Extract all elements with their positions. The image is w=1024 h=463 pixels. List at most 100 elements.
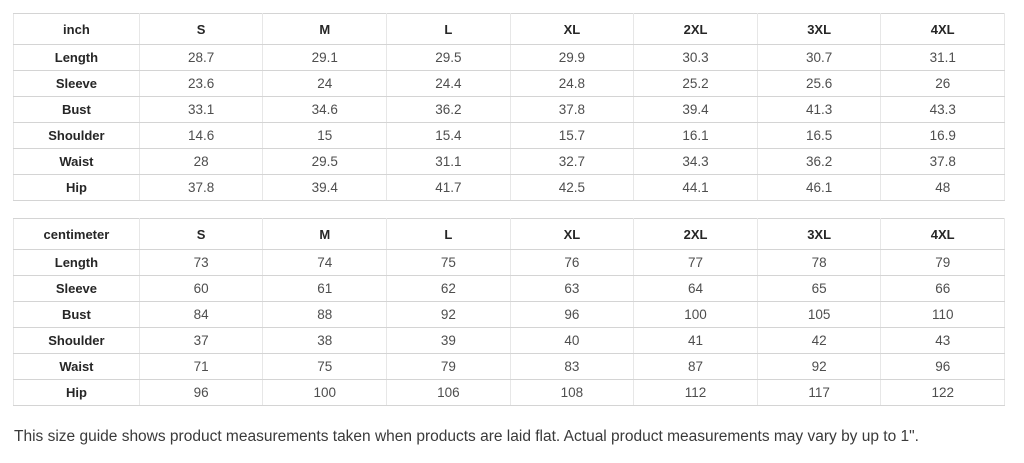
size-column-header: XL bbox=[509, 13, 635, 45]
measurement-value: 16.1 bbox=[633, 122, 758, 149]
measurement-value: 40 bbox=[509, 327, 635, 354]
measurement-value: 41.3 bbox=[756, 96, 882, 123]
measurement-value: 15.7 bbox=[509, 122, 635, 149]
measurement-value: 39.4 bbox=[262, 174, 388, 201]
measurement-value: 64 bbox=[633, 275, 758, 302]
measurement-value: 65 bbox=[756, 275, 882, 302]
unit-header: centimeter bbox=[13, 218, 140, 250]
measurement-value: 108 bbox=[509, 379, 635, 406]
measurement-value: 42 bbox=[756, 327, 882, 354]
measurement-value: 24 bbox=[262, 70, 388, 97]
measurement-value: 31.1 bbox=[880, 44, 1005, 71]
measurement-value: 25.2 bbox=[633, 70, 758, 97]
measurement-row: Waist 28 29.5 31.1 32.7 34.3 36.2 37.8 bbox=[13, 148, 1005, 175]
measurement-value: 122 bbox=[880, 379, 1005, 406]
measurement-row: Waist 71 75 79 83 87 92 96 bbox=[13, 353, 1005, 380]
measurement-value: 87 bbox=[633, 353, 758, 380]
size-column-header: S bbox=[138, 13, 264, 45]
measurement-value: 100 bbox=[262, 379, 388, 406]
size-column-header: 2XL bbox=[633, 13, 758, 45]
measurement-value: 34.6 bbox=[262, 96, 388, 123]
size-column-header: M bbox=[262, 218, 388, 250]
measurement-row: Shoulder 37 38 39 40 41 42 43 bbox=[13, 327, 1005, 354]
measurement-value: 23.6 bbox=[138, 70, 264, 97]
measurement-value: 76 bbox=[509, 249, 635, 276]
measurement-value: 88 bbox=[262, 301, 388, 328]
measurement-value: 106 bbox=[386, 379, 511, 406]
measurement-value: 39 bbox=[386, 327, 511, 354]
measurement-value: 42.5 bbox=[509, 174, 635, 201]
measurement-value: 44.1 bbox=[633, 174, 758, 201]
measurement-value: 43 bbox=[880, 327, 1005, 354]
measurement-value: 110 bbox=[880, 301, 1005, 328]
measurement-value: 73 bbox=[138, 249, 264, 276]
measurement-value: 79 bbox=[880, 249, 1005, 276]
size-table-centimeter: centimeter S M L XL 2XL 3XL 4XL Length 73 74 75 76 7… bbox=[13, 218, 1005, 406]
size-table-body: Length 28.7 29.1 29.5 29.9 30.3 30.7 31.1 Sleeve… bbox=[13, 44, 1005, 201]
measurement-value: 92 bbox=[386, 301, 511, 328]
measurement-label: Sleeve bbox=[13, 275, 140, 302]
measurement-value: 30.3 bbox=[633, 44, 758, 71]
size-table-header-row: centimeter S M L XL 2XL 3XL 4XL bbox=[13, 218, 1005, 250]
measurement-value: 117 bbox=[756, 379, 882, 406]
size-column-header: S bbox=[138, 218, 264, 250]
measurement-value: 29.1 bbox=[262, 44, 388, 71]
measurement-value: 61 bbox=[262, 275, 388, 302]
measurement-value: 24.8 bbox=[509, 70, 635, 97]
measurement-label: Shoulder bbox=[13, 122, 140, 149]
measurement-value: 41 bbox=[633, 327, 758, 354]
size-guide: inch S M L XL 2XL 3XL 4XL Length 28.7 29.1 29.5 29.… bbox=[13, 13, 1005, 446]
measurement-row: Sleeve 23.6 24 24.4 24.8 25.2 25.6 26 bbox=[13, 70, 1005, 97]
measurement-value: 31.1 bbox=[386, 148, 511, 175]
size-column-header: L bbox=[386, 13, 511, 45]
size-table-header-row: inch S M L XL 2XL 3XL 4XL bbox=[13, 13, 1005, 45]
size-column-header: 3XL bbox=[756, 218, 882, 250]
measurement-row: Sleeve 60 61 62 63 64 65 66 bbox=[13, 275, 1005, 302]
measurement-value: 15.4 bbox=[386, 122, 511, 149]
measurement-value: 60 bbox=[138, 275, 264, 302]
measurement-row: Shoulder 14.6 15 15.4 15.7 16.1 16.5 16.9 bbox=[13, 122, 1005, 149]
measurement-value: 43.3 bbox=[880, 96, 1005, 123]
measurement-value: 77 bbox=[633, 249, 758, 276]
measurement-value: 78 bbox=[756, 249, 882, 276]
size-column-header: 4XL bbox=[880, 13, 1005, 45]
measurement-label: Length bbox=[13, 249, 140, 276]
measurement-row: Hip 96 100 106 108 112 117 122 bbox=[13, 379, 1005, 406]
size-column-header: M bbox=[262, 13, 388, 45]
measurement-label: Bust bbox=[13, 301, 140, 328]
measurement-label: Waist bbox=[13, 353, 140, 380]
size-column-header: 3XL bbox=[756, 13, 882, 45]
size-column-header: XL bbox=[509, 218, 635, 250]
measurement-value: 112 bbox=[633, 379, 758, 406]
measurement-value: 32.7 bbox=[509, 148, 635, 175]
measurement-value: 15 bbox=[262, 122, 388, 149]
size-table-body: Length 73 74 75 76 77 78 79 Sleeve 60 61 62 63 64 65 66… bbox=[13, 249, 1005, 406]
measurement-label: Length bbox=[13, 44, 140, 71]
measurement-value: 96 bbox=[509, 301, 635, 328]
measurement-value: 96 bbox=[880, 353, 1005, 380]
measurement-value: 41.7 bbox=[386, 174, 511, 201]
measurement-value: 62 bbox=[386, 275, 511, 302]
measurement-value: 75 bbox=[386, 249, 511, 276]
measurement-value: 14.6 bbox=[138, 122, 264, 149]
measurement-value: 105 bbox=[756, 301, 882, 328]
measurement-value: 34.3 bbox=[633, 148, 758, 175]
measurement-value: 36.2 bbox=[756, 148, 882, 175]
measurement-value: 39.4 bbox=[633, 96, 758, 123]
measurement-value: 71 bbox=[138, 353, 264, 380]
measurement-label: Sleeve bbox=[13, 70, 140, 97]
measurement-value: 66 bbox=[880, 275, 1005, 302]
measurement-label: Hip bbox=[13, 379, 140, 406]
measurement-value: 100 bbox=[633, 301, 758, 328]
measurement-value: 48 bbox=[880, 174, 1005, 201]
measurement-value: 36.2 bbox=[386, 96, 511, 123]
measurement-value: 37.8 bbox=[138, 174, 264, 201]
measurement-row: Length 28.7 29.1 29.5 29.9 30.3 30.7 31.1 bbox=[13, 44, 1005, 71]
measurement-value: 75 bbox=[262, 353, 388, 380]
measurement-value: 29.5 bbox=[386, 44, 511, 71]
measurement-value: 37.8 bbox=[880, 148, 1005, 175]
measurement-value: 33.1 bbox=[138, 96, 264, 123]
measurement-value: 29.5 bbox=[262, 148, 388, 175]
measurement-label: Shoulder bbox=[13, 327, 140, 354]
measurement-value: 37.8 bbox=[509, 96, 635, 123]
